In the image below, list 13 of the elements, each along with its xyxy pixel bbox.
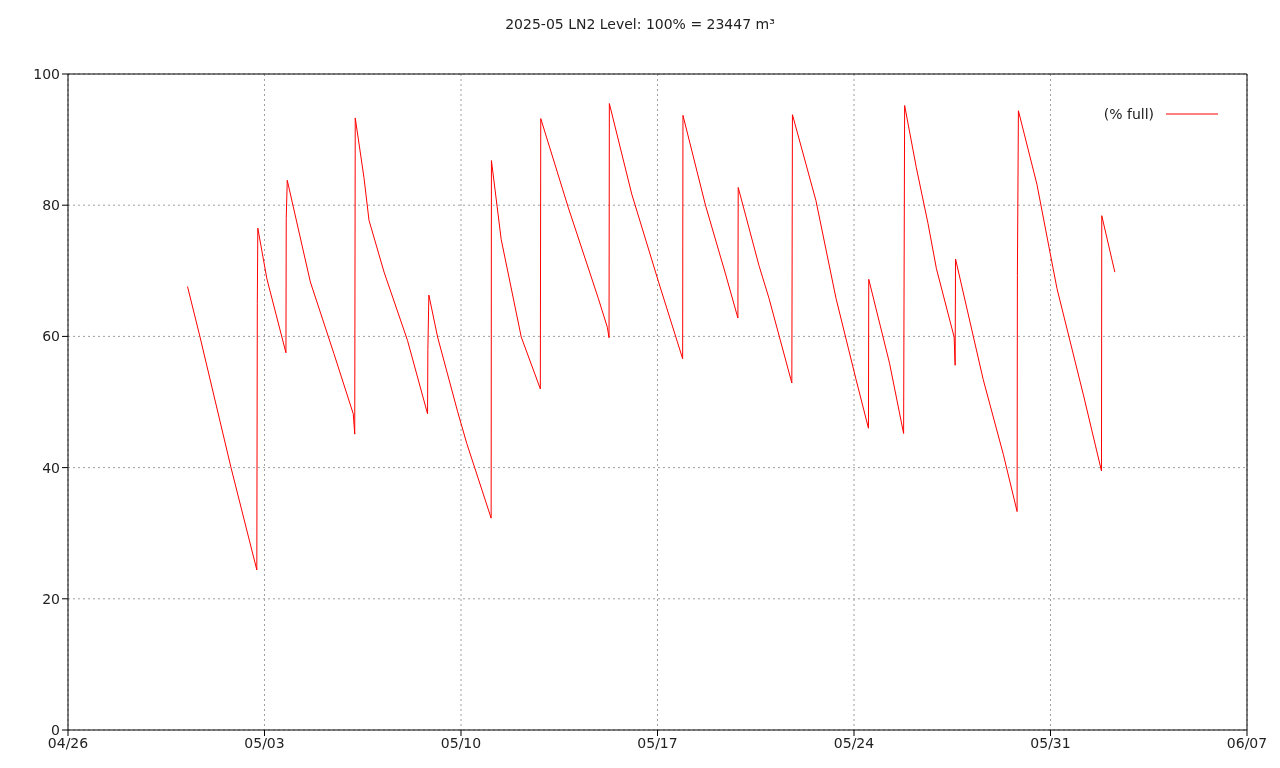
- x-tick-label: 06/07: [1226, 734, 1268, 751]
- y-tick-label: 60: [42, 328, 60, 345]
- y-tick-label: 20: [42, 590, 60, 607]
- y-tick-label: 100: [33, 65, 60, 82]
- y-tick-label: 40: [42, 459, 60, 476]
- x-tick-label: 05/17: [637, 734, 678, 751]
- x-tick-label: 05/24: [833, 734, 875, 751]
- x-tick-label: 05/31: [1030, 734, 1071, 751]
- chart-title: 2025-05 LN2 Level: 100% = 23447 m³: [504, 16, 776, 32]
- x-tick-label: 05/10: [440, 734, 482, 751]
- x-tick-label: 05/03: [244, 734, 285, 751]
- y-tick-label: 80: [42, 197, 60, 214]
- legend-label: (% full): [1103, 106, 1154, 122]
